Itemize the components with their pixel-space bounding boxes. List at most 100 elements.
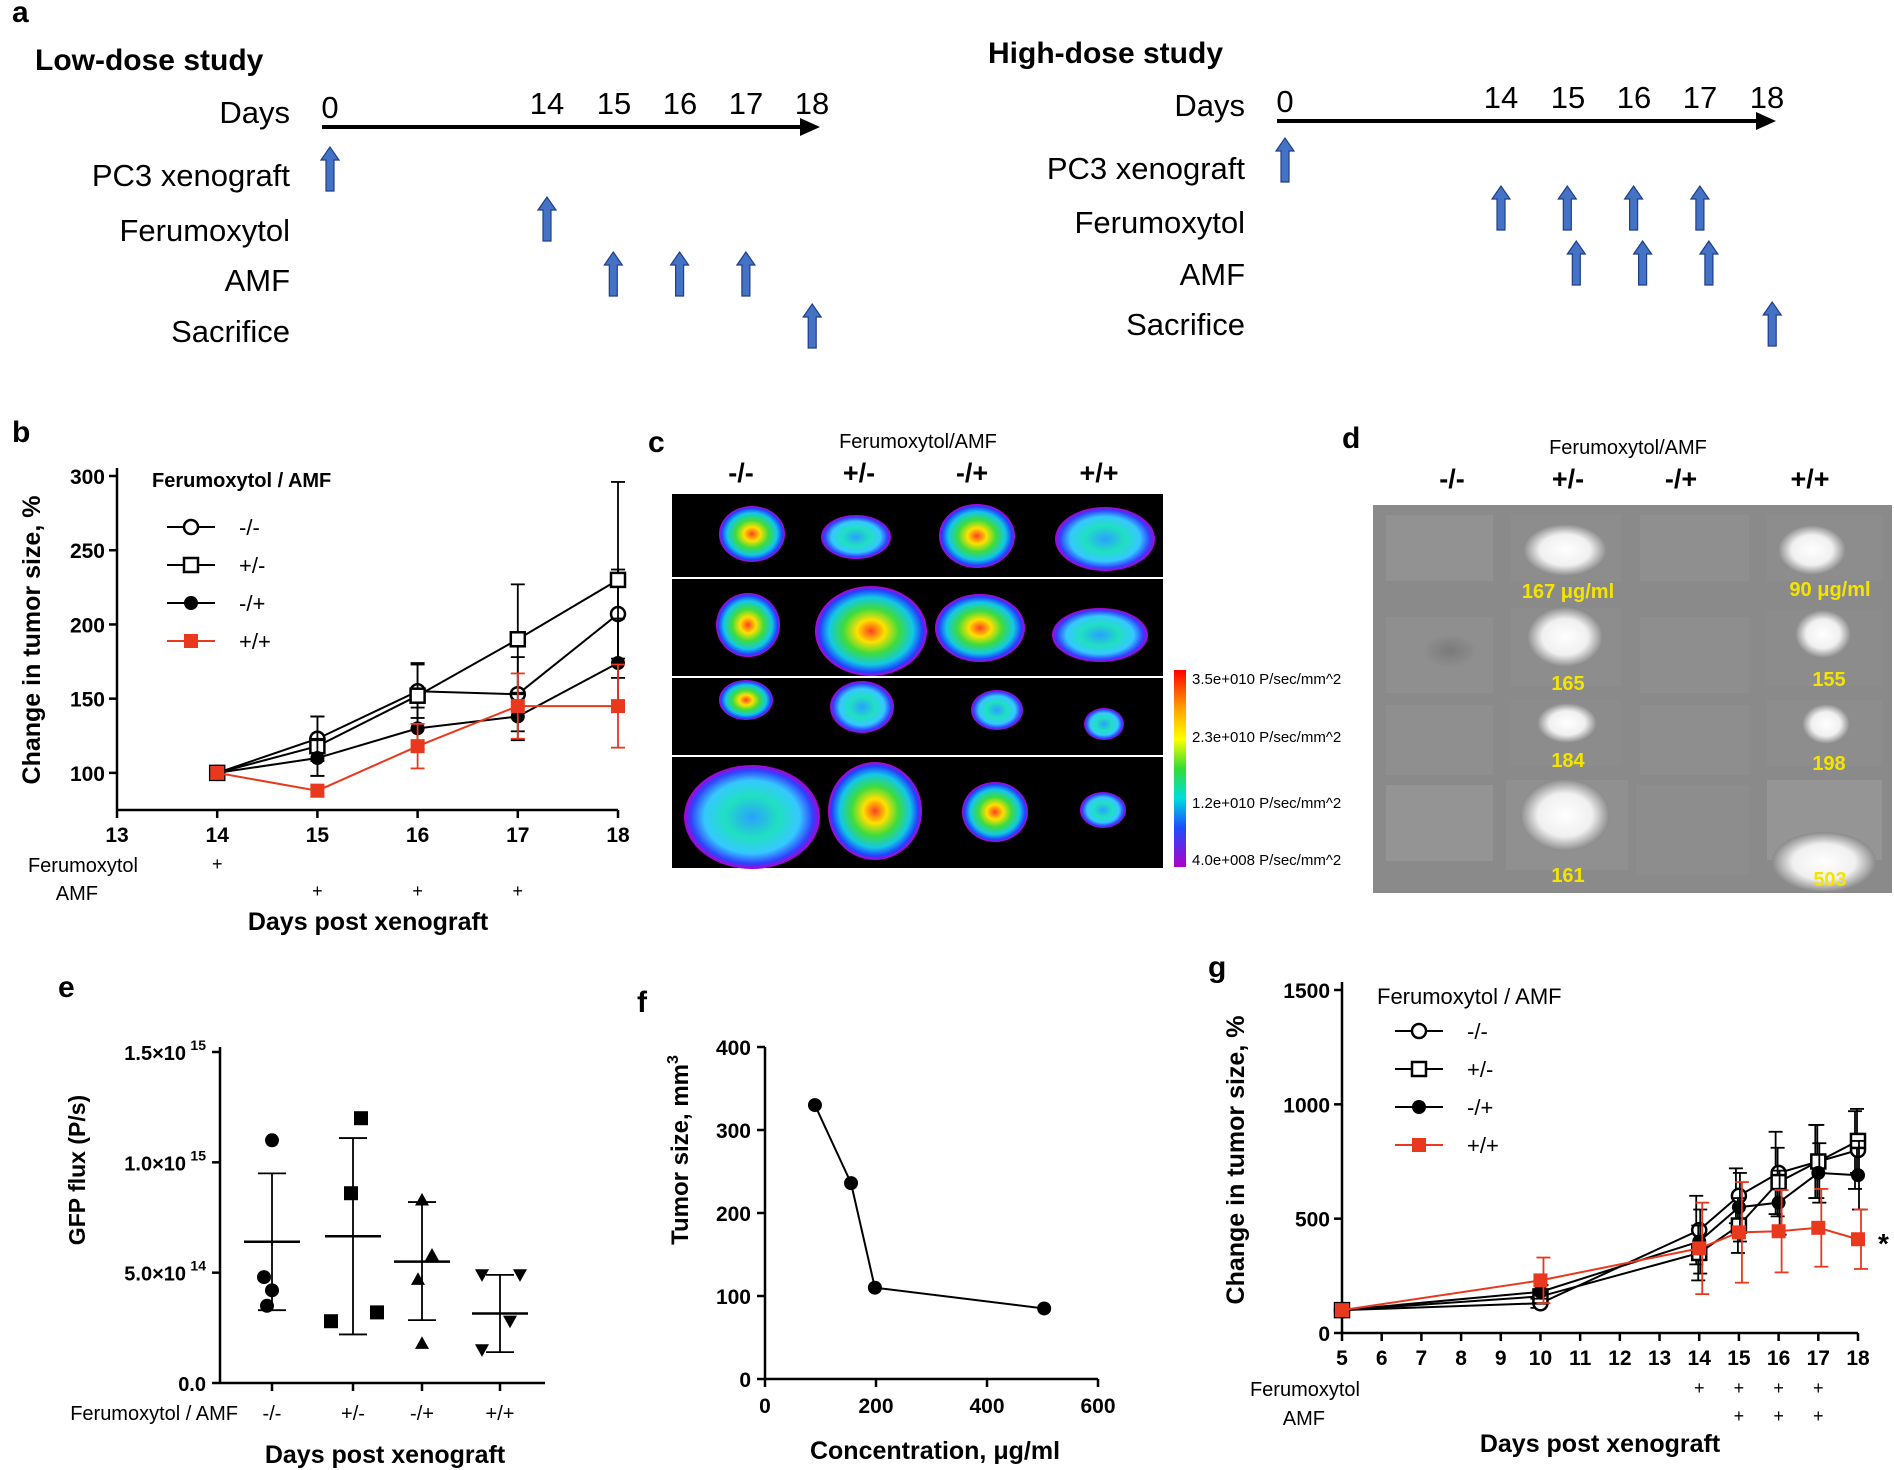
chartG-xtick-label-10: 10 (1529, 1347, 1552, 1370)
chartB-series-3-point-17 (510, 699, 525, 714)
f-ytick-label-400: 400 (716, 1037, 751, 1060)
low-days-label: Days (219, 95, 290, 130)
e-group-1-point-3 (324, 1314, 338, 1329)
chartG-legend-0-marker (1410, 1022, 1428, 1040)
chartB-legend-2-label: -/+ (239, 591, 265, 616)
chartG-xtick-label-14: 14 (1688, 1347, 1712, 1370)
chartB-treatment-1-day17: + (513, 881, 524, 901)
chartG-series-3-line (1341, 1226, 1859, 1312)
e-group-2-point-3 (415, 1336, 429, 1349)
f-xtick-label-400: 400 (969, 1395, 1004, 1418)
e-group-3-point-3 (475, 1344, 489, 1357)
g-ylabel: Change in tumor size, % (1222, 1016, 1250, 1305)
high-arrow-row3-day15 (1566, 239, 1587, 286)
chartB-xtick-label-15: 15 (306, 824, 330, 847)
chartB-xtick-label-16: 16 (406, 824, 429, 847)
d-mri-tiles (1386, 515, 1882, 892)
e-group-label: Ferumoxytol / AMF (70, 1403, 238, 1425)
low-day-17: 17 (729, 86, 763, 121)
high-day-15: 15 (1551, 80, 1585, 115)
high-arrow-row2-day16 (1623, 184, 1644, 231)
panel-g: g 0 500 1000 1500 5 6 7 8 9 10 11 12 13 14 15 16 17 18 + + +… (1208, 951, 1889, 1458)
f-ylabel-text: Tumor size, mm (667, 1064, 694, 1245)
panel-f: f 0 100 200 300 400 0 200 400 600 Tumor size, mm… (637, 986, 1116, 1465)
f-xtick-label-200: 200 (858, 1395, 893, 1418)
d-group-4: +/+ (1790, 464, 1829, 494)
d-spot-r3-c2 (1537, 703, 1597, 743)
c-tumor-r3-c4 (1084, 708, 1124, 740)
chartG-treatment-1-day16: + (1773, 1406, 1784, 1426)
f-point-3 (1037, 1301, 1052, 1316)
high-day-14: 14 (1484, 80, 1518, 115)
panel-letter-d: d (1342, 422, 1360, 455)
low-arrow-row3-day15 (603, 250, 624, 297)
chartG-series-3-point-14 (1692, 1241, 1707, 1256)
panel-letter-f: f (637, 986, 648, 1019)
b-ylabel: Change in tumor size, % (18, 496, 46, 785)
panel-letter-c: c (648, 426, 665, 459)
chart-g: 0 500 1000 1500 5 6 7 8 9 10 11 12 13 14 15 16 17 18 + + + + +… (1283, 980, 1889, 1426)
low-dose-arrows (319, 145, 823, 349)
chartB-ytick-label-200: 200 (70, 614, 105, 637)
f-point-0 (807, 1098, 822, 1113)
high-day-17: 17 (1683, 80, 1717, 115)
e-group-0-point-3 (260, 1298, 274, 1313)
panel-e: e 0.05.0×10 141.0×10 151.5×10 15-/- +/- -/+ +/… (58, 971, 545, 1469)
e-group-3-point-0 (475, 1269, 489, 1282)
chartG-xtick-label-15: 15 (1727, 1347, 1751, 1370)
chartG-legend-2-marker (1412, 1100, 1426, 1114)
chartB-series-1-point-16 (409, 687, 426, 704)
d-spot-r2-c4 (1795, 610, 1851, 658)
low-dose-title: Low-dose study (35, 44, 264, 77)
d-spot-r4-c4 (1772, 832, 1876, 892)
f-xtick-label-600: 600 (1080, 1395, 1115, 1418)
chartB-treatment-1-day16: + (412, 881, 423, 901)
c-tumor-r2-c2 (815, 586, 927, 676)
e-group-2-point-2 (411, 1272, 425, 1285)
c-tumor-r2-c1 (716, 593, 780, 657)
chartG-xtick-label-6: 6 (1376, 1347, 1388, 1370)
c-tumor-r4-c3 (962, 782, 1028, 842)
e-category-1: +/- (341, 1403, 365, 1425)
chartG-legend-3-label: +/+ (1467, 1133, 1499, 1158)
high-dose-title: High-dose study (988, 37, 1223, 70)
chartB-treatment-0-day14: + (212, 854, 223, 874)
d-label-r1-c2: 167 μg/ml (1522, 581, 1614, 603)
e-group-3-point-2 (503, 1315, 517, 1329)
d-tile-r1-c1 (1386, 515, 1493, 581)
e-ytick-label-3: 1.5×10 (124, 1043, 186, 1065)
high-arrow-row2-day17 (1689, 184, 1711, 231)
c-scale-label-3: 1.2e+010 P/sec/mm^2 (1192, 795, 1341, 812)
c-color-scale-bar (1174, 670, 1186, 867)
low-row-sacrifice: Sacrifice (171, 314, 290, 349)
d-header: Ferumoxytol/AMF (1549, 437, 1707, 459)
f-xlabel: Concentration, μg/ml (810, 1437, 1060, 1465)
d-group-3: -/+ (1665, 464, 1697, 494)
chartG-series-3-point-18 (1851, 1232, 1865, 1247)
e-ytick-exp-1: 14 (190, 1258, 206, 1274)
high-arrow-row4-day18 (1762, 300, 1783, 347)
high-arrow-row3-day16 (1632, 239, 1653, 286)
e-category-3: +/+ (486, 1403, 515, 1425)
c-tumor-r3-c2 (830, 681, 894, 733)
d-tile-r4-c3 (1636, 785, 1749, 875)
chartG-xtick-label-12: 12 (1608, 1347, 1631, 1370)
low-arrow-row2-day14 (536, 195, 558, 242)
d-spot-r1-c4 (1778, 525, 1846, 575)
low-row-amf: AMF (225, 263, 290, 298)
e-ytick-exp-2: 15 (190, 1147, 206, 1163)
c-group-4: +/+ (1079, 458, 1118, 488)
chartG-xtick-label-16: 16 (1767, 1347, 1790, 1370)
chartG-legend-1-marker (1410, 1060, 1428, 1078)
c-group-3: -/+ (956, 458, 988, 488)
f-series-line (814, 1104, 1045, 1310)
chartG-ytick-label-1500: 1500 (1283, 980, 1330, 1003)
low-day-0: 0 (321, 90, 338, 125)
chartG-xtick-label-11: 11 (1569, 1347, 1592, 1370)
chartG-legend-0-label: -/- (1467, 1019, 1488, 1044)
d-tile-r4-c1 (1386, 785, 1493, 861)
low-arrow-row3-day17 (735, 250, 757, 297)
e-group-0-point-1 (257, 1270, 271, 1285)
d-label-r4-c2: 161 (1551, 865, 1584, 887)
f-ylabel-sup: 3 (665, 1055, 682, 1064)
